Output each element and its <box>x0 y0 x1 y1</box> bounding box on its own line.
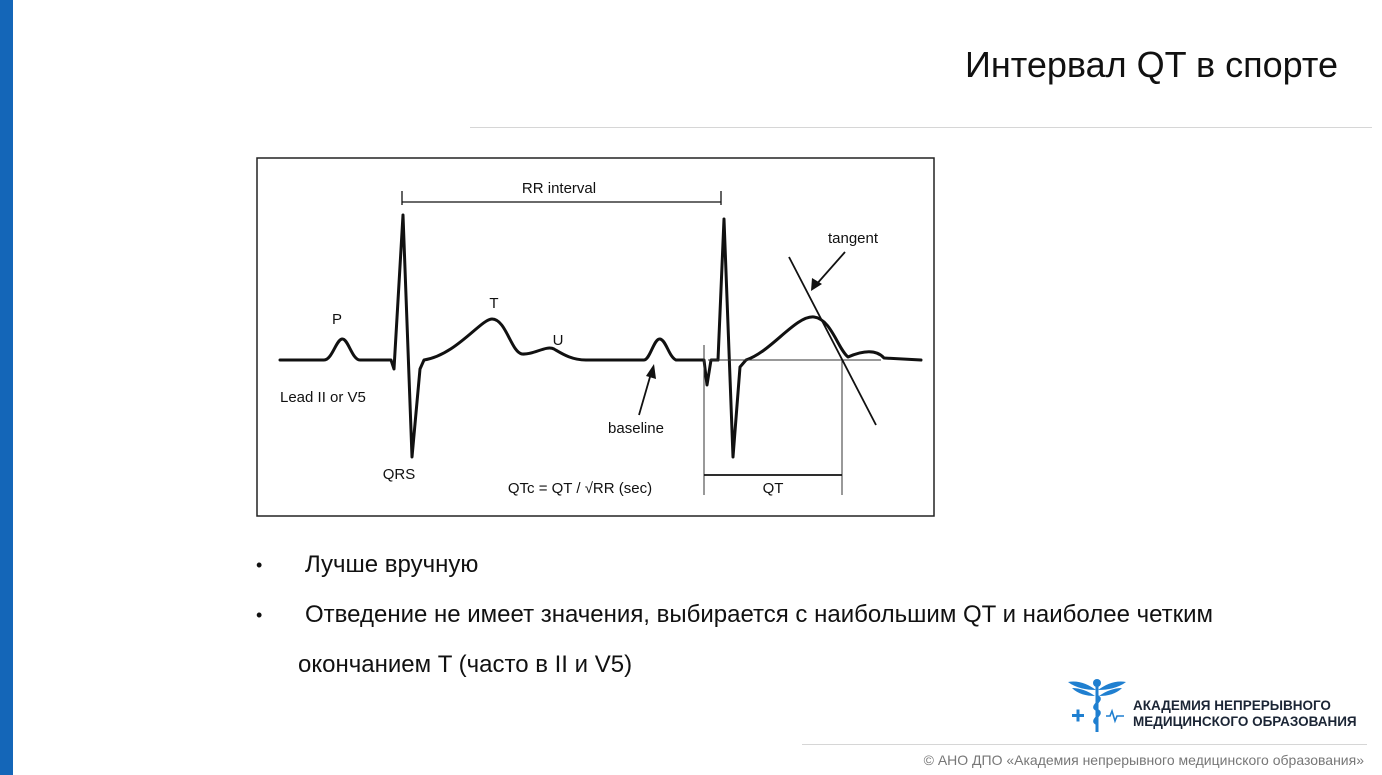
baseline-arrowhead <box>646 364 656 379</box>
rr-interval-label: RR interval <box>522 180 596 197</box>
bullet-text: Лучше вручную <box>305 551 479 578</box>
bullet-marker: • <box>256 605 263 625</box>
bullet-item: • Лучше вручную <box>256 540 1346 590</box>
ecg-trace <box>278 213 923 459</box>
academy-logo: АКАДЕМИЯ НЕПРЕРЫВНОГО МЕДИЦИНСКОГО ОБРАЗ… <box>1066 676 1366 736</box>
footer-divider <box>802 744 1367 745</box>
logo-line-2: МЕДИЦИНСКОГО ОБРАЗОВАНИЯ <box>1133 714 1357 729</box>
baseline-label: baseline <box>608 420 664 437</box>
t-wave-label: T <box>489 295 498 312</box>
qt-label: QT <box>763 480 784 497</box>
logo-text: АКАДЕМИЯ НЕПРЕРЫВНОГО МЕДИЦИНСКОГО ОБРАЗ… <box>1133 698 1357 730</box>
qtc-formula: QTc = QT / √RR (sec) <box>508 480 652 497</box>
tangent-arrowhead <box>811 278 822 291</box>
ecg-figure: RR interval tangent P T U Lead II or V5 … <box>256 157 935 517</box>
ecg-diagram: RR interval tangent P T U Lead II or V5 … <box>256 157 935 517</box>
caduceus-icon <box>1068 679 1126 732</box>
logo-line-1: АКАДЕМИЯ НЕПРЕРЫВНОГО <box>1133 698 1331 713</box>
tangent-line <box>788 256 877 426</box>
left-accent-bar <box>0 0 13 775</box>
title-divider <box>470 127 1372 128</box>
p-wave-label: P <box>332 311 342 328</box>
bullet-marker: • <box>256 555 263 575</box>
u-wave-label: U <box>553 332 564 349</box>
bullet-text-continued: окончанием T (часто в II и V5) <box>298 651 633 678</box>
bullet-item: • Отведение не имеет значения, выбираетс… <box>256 590 1346 690</box>
tangent-arrow <box>814 251 846 287</box>
lead-label: Lead II or V5 <box>280 389 366 406</box>
baseline-arrow <box>638 369 653 416</box>
tangent-label: tangent <box>828 230 879 247</box>
qrs-label: QRS <box>383 466 416 483</box>
slide-title: Интервал QT в спорте <box>965 44 1338 85</box>
footer-copyright: © АНО ДПО «Академия непрерывного медицин… <box>923 752 1364 768</box>
figure-border <box>256 157 935 517</box>
bullet-text: Отведение не имеет значения, выбирается … <box>305 601 1214 628</box>
bullet-list: • Лучше вручную • Отведение не имеет зна… <box>256 540 1346 690</box>
